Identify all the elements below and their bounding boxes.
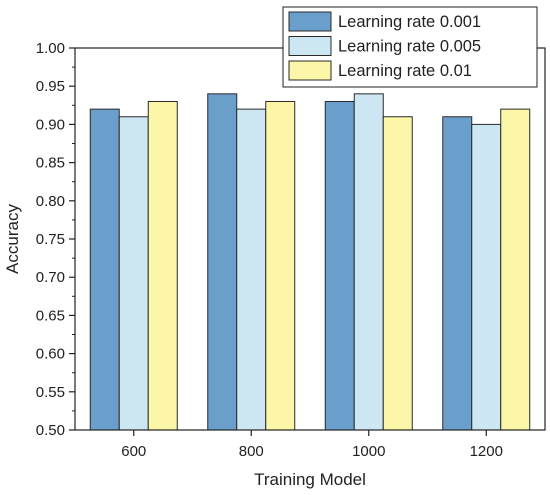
legend-label-series-3: Learning rate 0.01 (338, 62, 472, 80)
legend-swatch-series-3 (288, 60, 332, 81)
legend-swatch-series-2 (288, 36, 332, 56)
bar-1000-series-3 (382, 116, 413, 431)
bar-800-series-2 (236, 108, 267, 431)
y-tick-label: 0.75 (36, 231, 65, 248)
x-axis-ticks: 600 800 1000 1200 (121, 430, 503, 460)
y-tick-label: 0.50 (36, 422, 65, 439)
bar-1200-series-3 (500, 108, 531, 431)
legend-label-series-2: Learning rate 0.005 (338, 38, 481, 56)
bar-600-series-1 (89, 108, 120, 431)
x-axis-title: Training Model (254, 470, 366, 489)
y-axis-title: Accuracy (3, 204, 22, 274)
y-tick-label: 0.95 (36, 78, 65, 95)
bar-1200-series-2 (471, 123, 502, 431)
bar-1000-series-1 (324, 100, 355, 431)
y-tick-label: 0.55 (36, 384, 65, 401)
legend-items: Learning rate 0.001 Learning rate 0.005 Le… (288, 11, 481, 81)
y-tick-label: 0.60 (36, 346, 65, 363)
x-tick-label: 800 (239, 443, 264, 460)
bar-1200-series-1 (442, 116, 473, 431)
y-tick-label: 0.85 (36, 155, 65, 172)
x-tick-label: 600 (121, 443, 146, 460)
y-axis-ticks: 0.50 0.55 0.60 0.65 0.70 0.75 0.80 0.85 0.90 0.95… (36, 40, 75, 439)
y-tick-label: 1.00 (36, 40, 65, 57)
bar-600-series-2 (118, 116, 149, 431)
legend-label-series-1: Learning rate 0.001 (338, 13, 481, 31)
legend: Learning rate 0.001 Learning rate 0.005 Le… (282, 6, 538, 88)
bar-600-series-3 (147, 100, 178, 431)
legend-swatch-series-1 (288, 11, 332, 32)
y-tick-label: 0.80 (36, 193, 65, 210)
bars-layer (89, 93, 531, 431)
x-tick-label: 1200 (470, 443, 503, 460)
y-tick-label: 0.65 (36, 307, 65, 324)
x-tick-label: 1000 (352, 443, 385, 460)
bar-800-series-1 (207, 93, 238, 431)
y-tick-label: 0.70 (36, 269, 65, 286)
bar-800-series-3 (265, 100, 296, 431)
bar-1000-series-2 (353, 93, 384, 431)
y-tick-label: 0.90 (36, 116, 65, 133)
